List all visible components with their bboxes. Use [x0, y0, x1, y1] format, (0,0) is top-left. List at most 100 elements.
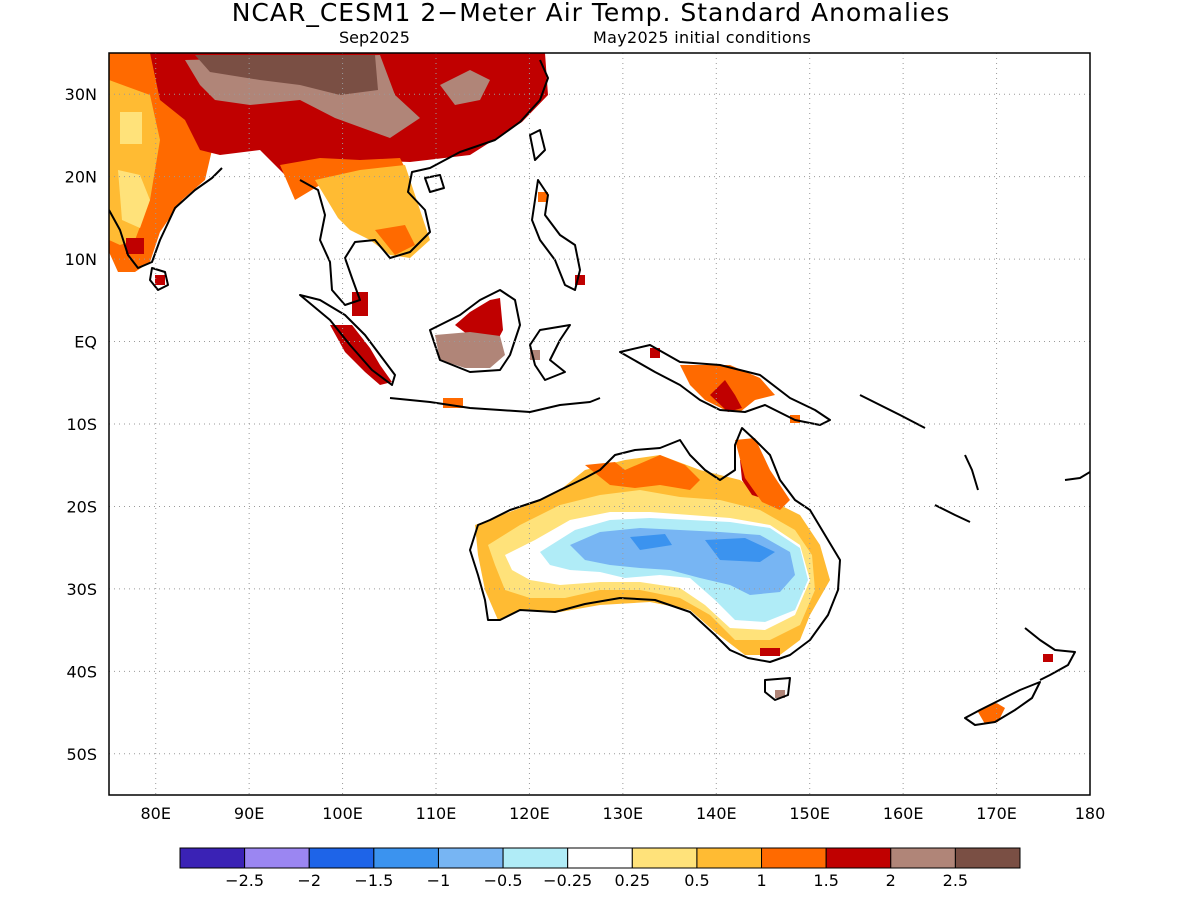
india-light-patch: [120, 112, 142, 144]
colorbar-label: −0.25: [543, 871, 592, 890]
tibet-darkbrown: [195, 55, 378, 95]
china-brown-patch: [440, 70, 490, 105]
map-title: NCAR_CESM1 2−Meter Air Temp. Standard An…: [231, 0, 951, 27]
java-patch: [443, 398, 463, 408]
lon-tick-label: 110E: [416, 804, 457, 823]
nz-south-shading: [978, 702, 1005, 724]
longitude-labels: 80E 90E 100E 110E 120E 130E 140E 150E 160E 170E 18…: [140, 804, 1105, 823]
colorbar-label: −2: [297, 871, 321, 890]
mindanao-patch: [575, 275, 585, 285]
newcaledonia-coast: [934, 504, 971, 523]
colorbar-label: 1: [756, 871, 766, 890]
colorbar-swatch: [244, 847, 310, 869]
lon-tick-label: 100E: [322, 804, 363, 823]
initial-conditions: May2025 initial conditions: [593, 28, 812, 47]
colorbar-swatch: [761, 847, 827, 869]
lat-tick-label: 50S: [66, 745, 97, 764]
indochina-orange: [375, 225, 415, 255]
colorbar-swatch: [696, 847, 763, 869]
lat-tick-label: 10S: [66, 415, 97, 434]
hainan-coast: [424, 174, 445, 193]
lon-tick-label: 170E: [976, 804, 1017, 823]
forecast-month: Sep2025: [339, 28, 410, 47]
lat-tick-label: 40S: [66, 662, 97, 681]
tasmania-coast: [764, 677, 791, 701]
indochina-coast: [299, 59, 549, 306]
vanuatu-coast: [964, 454, 979, 491]
colorbar-label: −1: [427, 871, 451, 890]
malaya-patch: [352, 292, 368, 316]
newguinea-red: [710, 380, 742, 412]
map-frame: [108, 52, 1091, 796]
lon-tick-label: 140E: [696, 804, 737, 823]
lon-tick-label: 130E: [603, 804, 644, 823]
australia-coast: [469, 427, 841, 663]
victoria-patch: [760, 648, 780, 656]
lat-tick-label: 20S: [66, 497, 97, 516]
philippines-patch: [538, 192, 548, 202]
sumatra-shading: [330, 325, 392, 385]
lat-tick-label: EQ: [74, 333, 97, 352]
colorbar-label: −0.5: [484, 871, 523, 890]
colorbar-swatch: [825, 847, 892, 869]
lon-tick-label: 90E: [234, 804, 264, 823]
australia-deep-blue-2: [705, 538, 775, 562]
india-red-patch: [126, 238, 144, 254]
coastlines: [109, 59, 1090, 726]
sumatra-coast: [299, 294, 396, 386]
java-coast: [389, 397, 601, 413]
anomaly-shading: [109, 53, 1053, 724]
lon-tick-label: 80E: [140, 804, 170, 823]
taiwan-coast: [529, 129, 546, 161]
lon-tick-label: 160E: [883, 804, 924, 823]
colorbar-swatch: [890, 847, 956, 869]
newguinea-coast: [619, 344, 831, 426]
colorbar-swatch: [179, 847, 246, 869]
australia-deep-blue: [630, 534, 672, 550]
sulawesi-patch: [530, 350, 540, 360]
colorbar-label: 2.5: [943, 871, 968, 890]
nz-north-patch: [1043, 654, 1053, 662]
latitude-labels: 30N 20N 10N EQ 10S 20S 30S 40S 50S: [65, 85, 97, 764]
srilanka-coast: [149, 267, 169, 291]
colorbar-label: 2: [886, 871, 896, 890]
queensland-orange: [735, 438, 790, 510]
lat-tick-label: 20N: [65, 168, 97, 187]
nz-north-coast: [1024, 627, 1076, 681]
colorbar-swatch: [437, 847, 504, 869]
lon-tick-label: 180: [1075, 804, 1106, 823]
india-light-core: [118, 170, 150, 228]
srilanka-patch: [155, 275, 165, 285]
colorbar-label: 0.25: [614, 871, 650, 890]
colorbar-label: 0.5: [684, 871, 709, 890]
gridlines: [109, 53, 1090, 795]
borneo-brown: [435, 332, 505, 368]
colorbar-swatch: [567, 847, 633, 869]
borneo-coast: [429, 289, 521, 373]
lat-tick-label: 30S: [66, 580, 97, 599]
colorbar-swatch: [502, 847, 569, 869]
colorbar: [179, 847, 1021, 869]
colorbar-label: −1.5: [354, 871, 393, 890]
solomon-coast: [859, 394, 926, 429]
colorbar-label: −2.5: [225, 871, 264, 890]
fiji-coast: [1064, 471, 1090, 481]
india-coast: [109, 167, 223, 269]
lon-tick-label: 150E: [789, 804, 830, 823]
colorbar-swatch: [631, 847, 698, 869]
lat-tick-label: 30N: [65, 85, 97, 104]
lon-tick-label: 120E: [509, 804, 550, 823]
colorbar-swatch: [954, 847, 1021, 869]
lat-tick-label: 10N: [65, 250, 97, 269]
sulawesi-coast: [529, 324, 571, 381]
colorbar-label: 1.5: [813, 871, 838, 890]
colorbar-labels: −2.5 −2 −1.5 −1 −0.5 −0.25 0.25 0.5 1 1.5 2 2.5: [225, 871, 968, 890]
nz-south-coast: [964, 681, 1041, 726]
philippines-coast: [531, 179, 581, 291]
moluccas-patch: [650, 348, 660, 358]
colorbar-swatch: [308, 847, 375, 869]
colorbar-swatch: [373, 847, 439, 869]
australia-north-orange: [585, 455, 700, 490]
tasmania-patch: [775, 690, 785, 698]
